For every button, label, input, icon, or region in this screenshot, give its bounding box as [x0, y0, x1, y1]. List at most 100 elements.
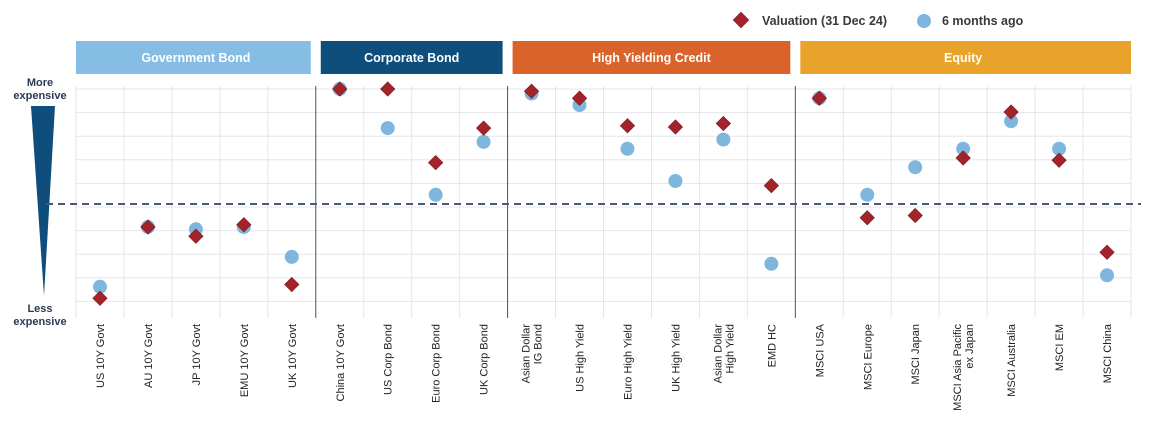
x-tick-label-uk-high-yield: UK High Yield — [670, 324, 682, 392]
less-expensive-label-line1: Less — [27, 303, 52, 315]
point-valuation-euro-high-yield — [619, 118, 636, 134]
x-tick-label-line: UK 10Y Govt — [287, 324, 299, 388]
point-six-months-ago-uk-10y-govt — [284, 249, 299, 264]
legend-marker-valuation — [732, 11, 750, 29]
point-six-months-ago-euro-high-yield — [620, 141, 635, 156]
more-expensive-label-line2: expensive — [13, 90, 66, 102]
group-header-label-high-yielding-credit: High Yielding Credit — [592, 51, 712, 65]
x-tick-label-msci-europe: MSCI Europe — [862, 324, 874, 390]
x-tick-label-msci-china: MSCI China — [1102, 323, 1114, 383]
x-tick-label-line: UK Corp Bond — [479, 324, 491, 395]
point-valuation-asian-dollar-ig-bond — [523, 83, 540, 99]
x-tick-label-line: IG Bond — [533, 324, 545, 364]
point-valuation-msci-japan — [907, 207, 923, 224]
x-tick-label-line: MSCI Australia — [1006, 323, 1018, 397]
x-tick-label-line: High Yield — [724, 324, 736, 374]
x-tick-label-us-corp-bond: US Corp Bond — [383, 324, 395, 395]
point-valuation-uk-corp-bond — [475, 120, 492, 136]
group-header-label-equity: Equity — [944, 51, 982, 65]
legend: Valuation (31 Dec 24) 6 months ago — [732, 11, 1024, 29]
legend-item-six-months-ago: 6 months ago — [917, 14, 1024, 28]
x-tick-label-china-10y-govt: China 10Y Govt — [335, 324, 347, 401]
group-header-label-government-bond: Government Bond — [141, 51, 250, 65]
legend-label-valuation: Valuation (31 Dec 24) — [762, 14, 887, 28]
group-header-label-corporate-bond: Corporate Bond — [364, 51, 459, 65]
point-valuation-uk-10y-govt — [284, 276, 300, 293]
x-tick-label-msci-japan: MSCI Japan — [910, 324, 922, 385]
point-six-months-ago-msci-em — [1052, 141, 1067, 156]
more-expensive-label-line1: More — [27, 77, 53, 89]
x-tick-label-us-high-yield: US High Yield — [575, 324, 587, 392]
point-valuation-emu-10y-govt — [236, 217, 252, 233]
x-tick-label-line: MSCI EM — [1054, 324, 1066, 371]
x-tick-label-msci-asia-pacific-ex-japan: MSCI Asia Pacific ex Japan — [952, 324, 976, 411]
x-tick-label-msci-australia: MSCI Australia — [1006, 323, 1018, 397]
point-six-months-ago-emd-hc — [764, 256, 779, 271]
x-tick-label-asian-dollar-high-yield: Asian Dollar High Yield — [712, 324, 736, 384]
point-six-months-ago-uk-high-yield — [668, 174, 683, 188]
point-valuation-euro-corp-bond — [428, 154, 444, 171]
point-valuation-au-10y-govt — [140, 219, 156, 235]
x-tick-label-line: US Corp Bond — [383, 324, 395, 395]
point-valuation-us-high-yield — [571, 90, 588, 106]
x-tick-label-line: MSCI USA — [814, 323, 826, 377]
x-tick-label-jp-10y-govt: JP 10Y Govt — [191, 324, 203, 385]
point-six-months-ago-msci-japan — [908, 160, 923, 175]
point-valuation-us-10y-govt — [92, 290, 108, 306]
x-tick-label-line: AU 10Y Govt — [143, 324, 155, 388]
x-tick-label-msci-usa: MSCI USA — [814, 323, 826, 377]
x-tick-label-au-10y-govt: AU 10Y Govt — [143, 324, 155, 388]
point-six-months-ago-msci-europe — [860, 187, 875, 202]
x-tick-label-euro-corp-bond: Euro Corp Bond — [431, 324, 443, 403]
point-six-months-ago-us-10y-govt — [92, 279, 107, 294]
point-six-months-ago-msci-asia-pacific-ex-japan — [956, 141, 971, 156]
x-tick-label-line: ex Japan — [964, 324, 976, 369]
x-axis-labels: US 10Y Govt AU 10Y Govt JP 10Y Govt EMU 10Y… — [95, 323, 1114, 411]
x-tick-label-line: Asian Dollar — [521, 324, 533, 384]
expensiveness-scale: More expensive Less expensive — [13, 77, 66, 328]
group-header-corporate-bond — [320, 41, 503, 74]
x-tick-label-line: Euro Corp Bond — [431, 324, 443, 403]
x-tick-label-line: JP 10Y Govt — [191, 324, 203, 385]
point-valuation-msci-china — [1099, 244, 1115, 260]
x-tick-label-line: EMU 10Y Govt — [239, 324, 251, 397]
x-tick-label-line: UK High Yield — [670, 324, 682, 392]
x-tick-label-line: US High Yield — [575, 324, 587, 392]
point-six-months-ago-msci-australia — [1004, 114, 1019, 129]
x-tick-label-us-10y-govt: US 10Y Govt — [95, 324, 107, 388]
expensiveness-wedge — [31, 106, 55, 296]
point-six-months-ago-uk-corp-bond — [476, 134, 491, 149]
point-six-months-ago-msci-china — [1100, 268, 1115, 283]
x-tick-label-emd-hc: EMD HC — [766, 324, 778, 367]
point-valuation-jp-10y-govt — [188, 228, 204, 244]
x-tick-label-line: Asian Dollar — [712, 324, 724, 384]
less-expensive-label-line2: expensive — [13, 316, 66, 328]
x-tick-label-uk-10y-govt: UK 10Y Govt — [287, 324, 299, 388]
point-six-months-ago-euro-corp-bond — [428, 187, 443, 202]
x-tick-label-line: Euro High Yield — [622, 324, 634, 400]
plot-area — [46, 81, 1141, 318]
x-tick-label-line: China 10Y Govt — [335, 324, 347, 401]
point-valuation-msci-australia — [1003, 104, 1019, 120]
point-valuation-uk-high-yield — [667, 119, 684, 135]
point-valuation-china-10y-govt — [332, 81, 348, 97]
series-valuation — [92, 81, 1115, 306]
x-tick-label-line: MSCI China — [1102, 323, 1114, 383]
x-tick-label-msci-em: MSCI EM — [1054, 324, 1066, 371]
group-headers: Government Bond Corporate Bond High Yieldi… — [76, 41, 1131, 74]
group-header-high-yielding-credit — [512, 41, 791, 74]
point-valuation-us-corp-bond — [380, 81, 396, 97]
x-tick-label-uk-corp-bond: UK Corp Bond — [479, 324, 491, 395]
legend-marker-six-months-ago — [917, 14, 931, 28]
point-valuation-msci-usa — [811, 90, 827, 106]
point-six-months-ago-us-corp-bond — [380, 121, 395, 136]
x-tick-label-line: MSCI Japan — [910, 324, 922, 385]
legend-label-six-months-ago: 6 months ago — [942, 14, 1024, 28]
point-valuation-msci-em — [1051, 152, 1067, 168]
point-valuation-asian-dollar-high-yield — [715, 115, 732, 132]
x-tick-label-asian-dollar-ig-bond: Asian Dollar IG Bond — [521, 324, 545, 384]
vertical-gridlines — [75, 86, 1132, 318]
group-header-equity — [800, 41, 1131, 74]
group-header-government-bond — [76, 41, 311, 74]
